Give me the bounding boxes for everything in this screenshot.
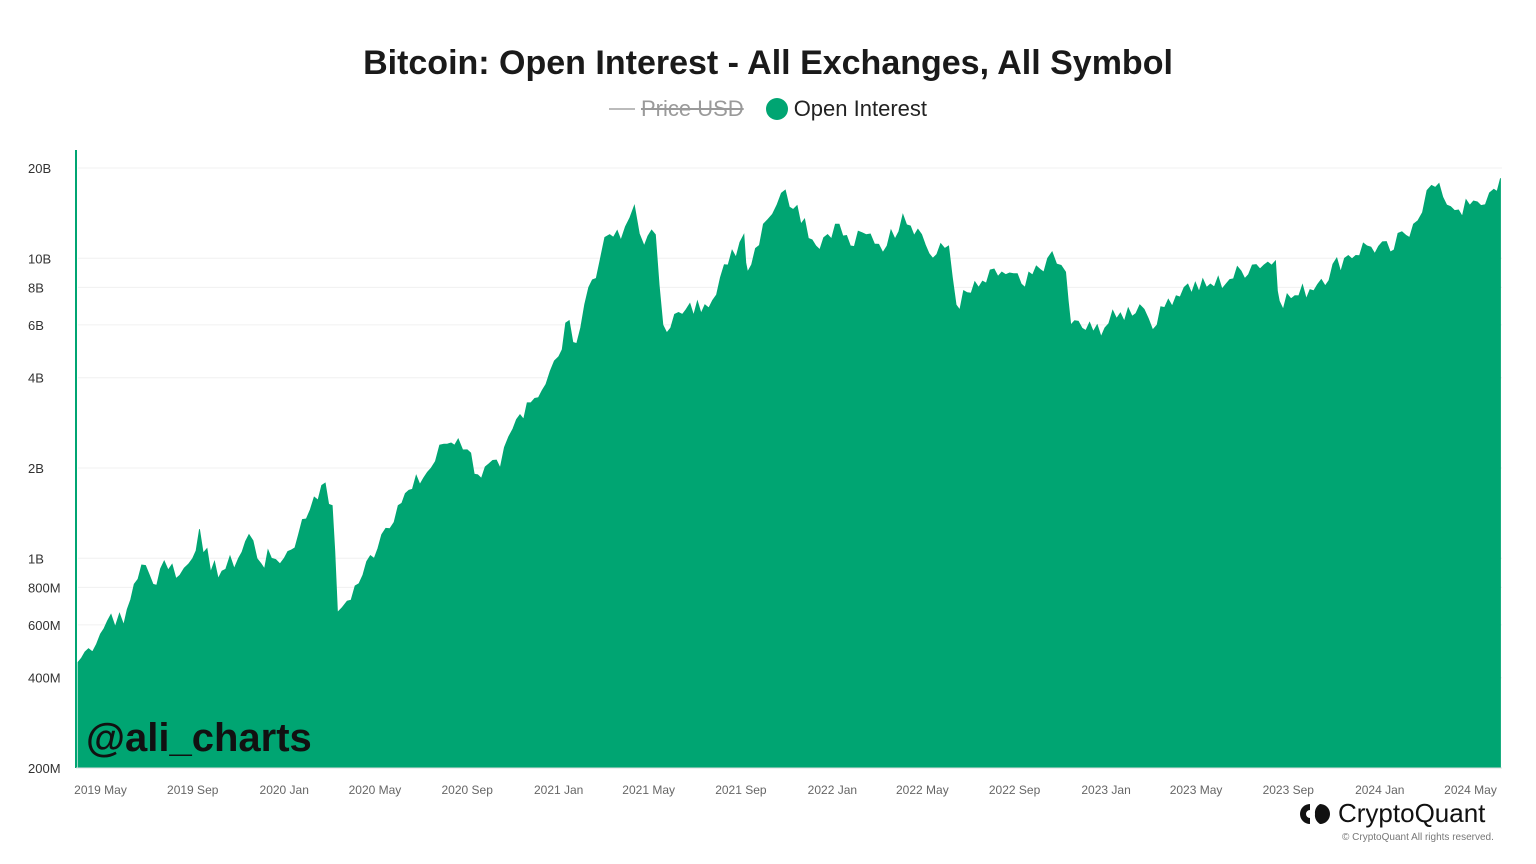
x-tick-label: 2023 May [1170, 783, 1223, 797]
y-tick-label: 4B [28, 371, 44, 386]
x-tick-label: 2021 Sep [715, 783, 767, 797]
watermark: @ali_charts [86, 716, 312, 760]
open-interest-area [77, 178, 1501, 769]
x-tick-label: 2023 Jan [1081, 783, 1130, 797]
legend-item-price[interactable]: Price USD [609, 96, 744, 122]
x-tick-label: 2019 May [74, 783, 127, 797]
x-tick-label: 2021 Jan [534, 783, 583, 797]
y-tick-label: 20B [28, 161, 51, 176]
x-tick-label: 2019 Sep [167, 783, 219, 797]
legend-item-open-interest[interactable]: Open Interest [765, 96, 927, 122]
y-tick-label: 600M [28, 618, 61, 633]
x-tick-label: 2022 May [896, 783, 949, 797]
y-tick-label: 8B [28, 280, 44, 295]
legend-label-open-interest: Open Interest [793, 96, 927, 121]
legend: Price USD Open Interest [0, 96, 1536, 122]
x-tick-labels: 2019 May 2019 Sep 2020 Jan 2020 May 2020 Sep… [74, 783, 1497, 797]
x-tick-label: 2024 Jan [1355, 783, 1404, 797]
y-tick-label: 1B [28, 551, 44, 566]
x-tick-label: 2023 Sep [1263, 783, 1315, 797]
y-tick-label: 200M [28, 761, 61, 776]
x-tick-label: 2020 May [349, 783, 402, 797]
cryptoquant-logo-icon [1300, 803, 1330, 824]
axes [75, 150, 1502, 769]
x-tick-label: 2022 Jan [808, 783, 857, 797]
x-tick-label: 2022 Sep [989, 783, 1041, 797]
brand-logo: CryptoQuant [1298, 798, 1485, 829]
x-tick-label: 2020 Jan [260, 783, 309, 797]
x-tick-label: 2024 May [1444, 783, 1497, 797]
y-tick-label: 800M [28, 580, 61, 595]
y-tick-label: 2B [28, 461, 44, 476]
copyright-text: © CryptoQuant All rights reserved. [1342, 832, 1494, 843]
y-tick-label: 6B [28, 318, 44, 333]
open-interest-dot-swatch [765, 98, 788, 120]
brand-name: CryptoQuant [1338, 798, 1486, 828]
x-tick-label: 2020 Sep [441, 783, 493, 797]
y-tick-label: 10B [28, 251, 51, 266]
x-tick-label: 2021 May [622, 783, 675, 797]
y-tick-labels: 200M 400M 600M 800M 1B 2B 4B 6B 8B 10B 20B [28, 161, 61, 776]
area-layer [77, 178, 1501, 769]
y-tick-label: 400M [28, 671, 61, 686]
price-line-swatch [609, 108, 635, 110]
legend-label-price: Price USD [641, 96, 744, 121]
chart-title: Bitcoin: Open Interest - All Exchanges, … [363, 44, 1173, 82]
